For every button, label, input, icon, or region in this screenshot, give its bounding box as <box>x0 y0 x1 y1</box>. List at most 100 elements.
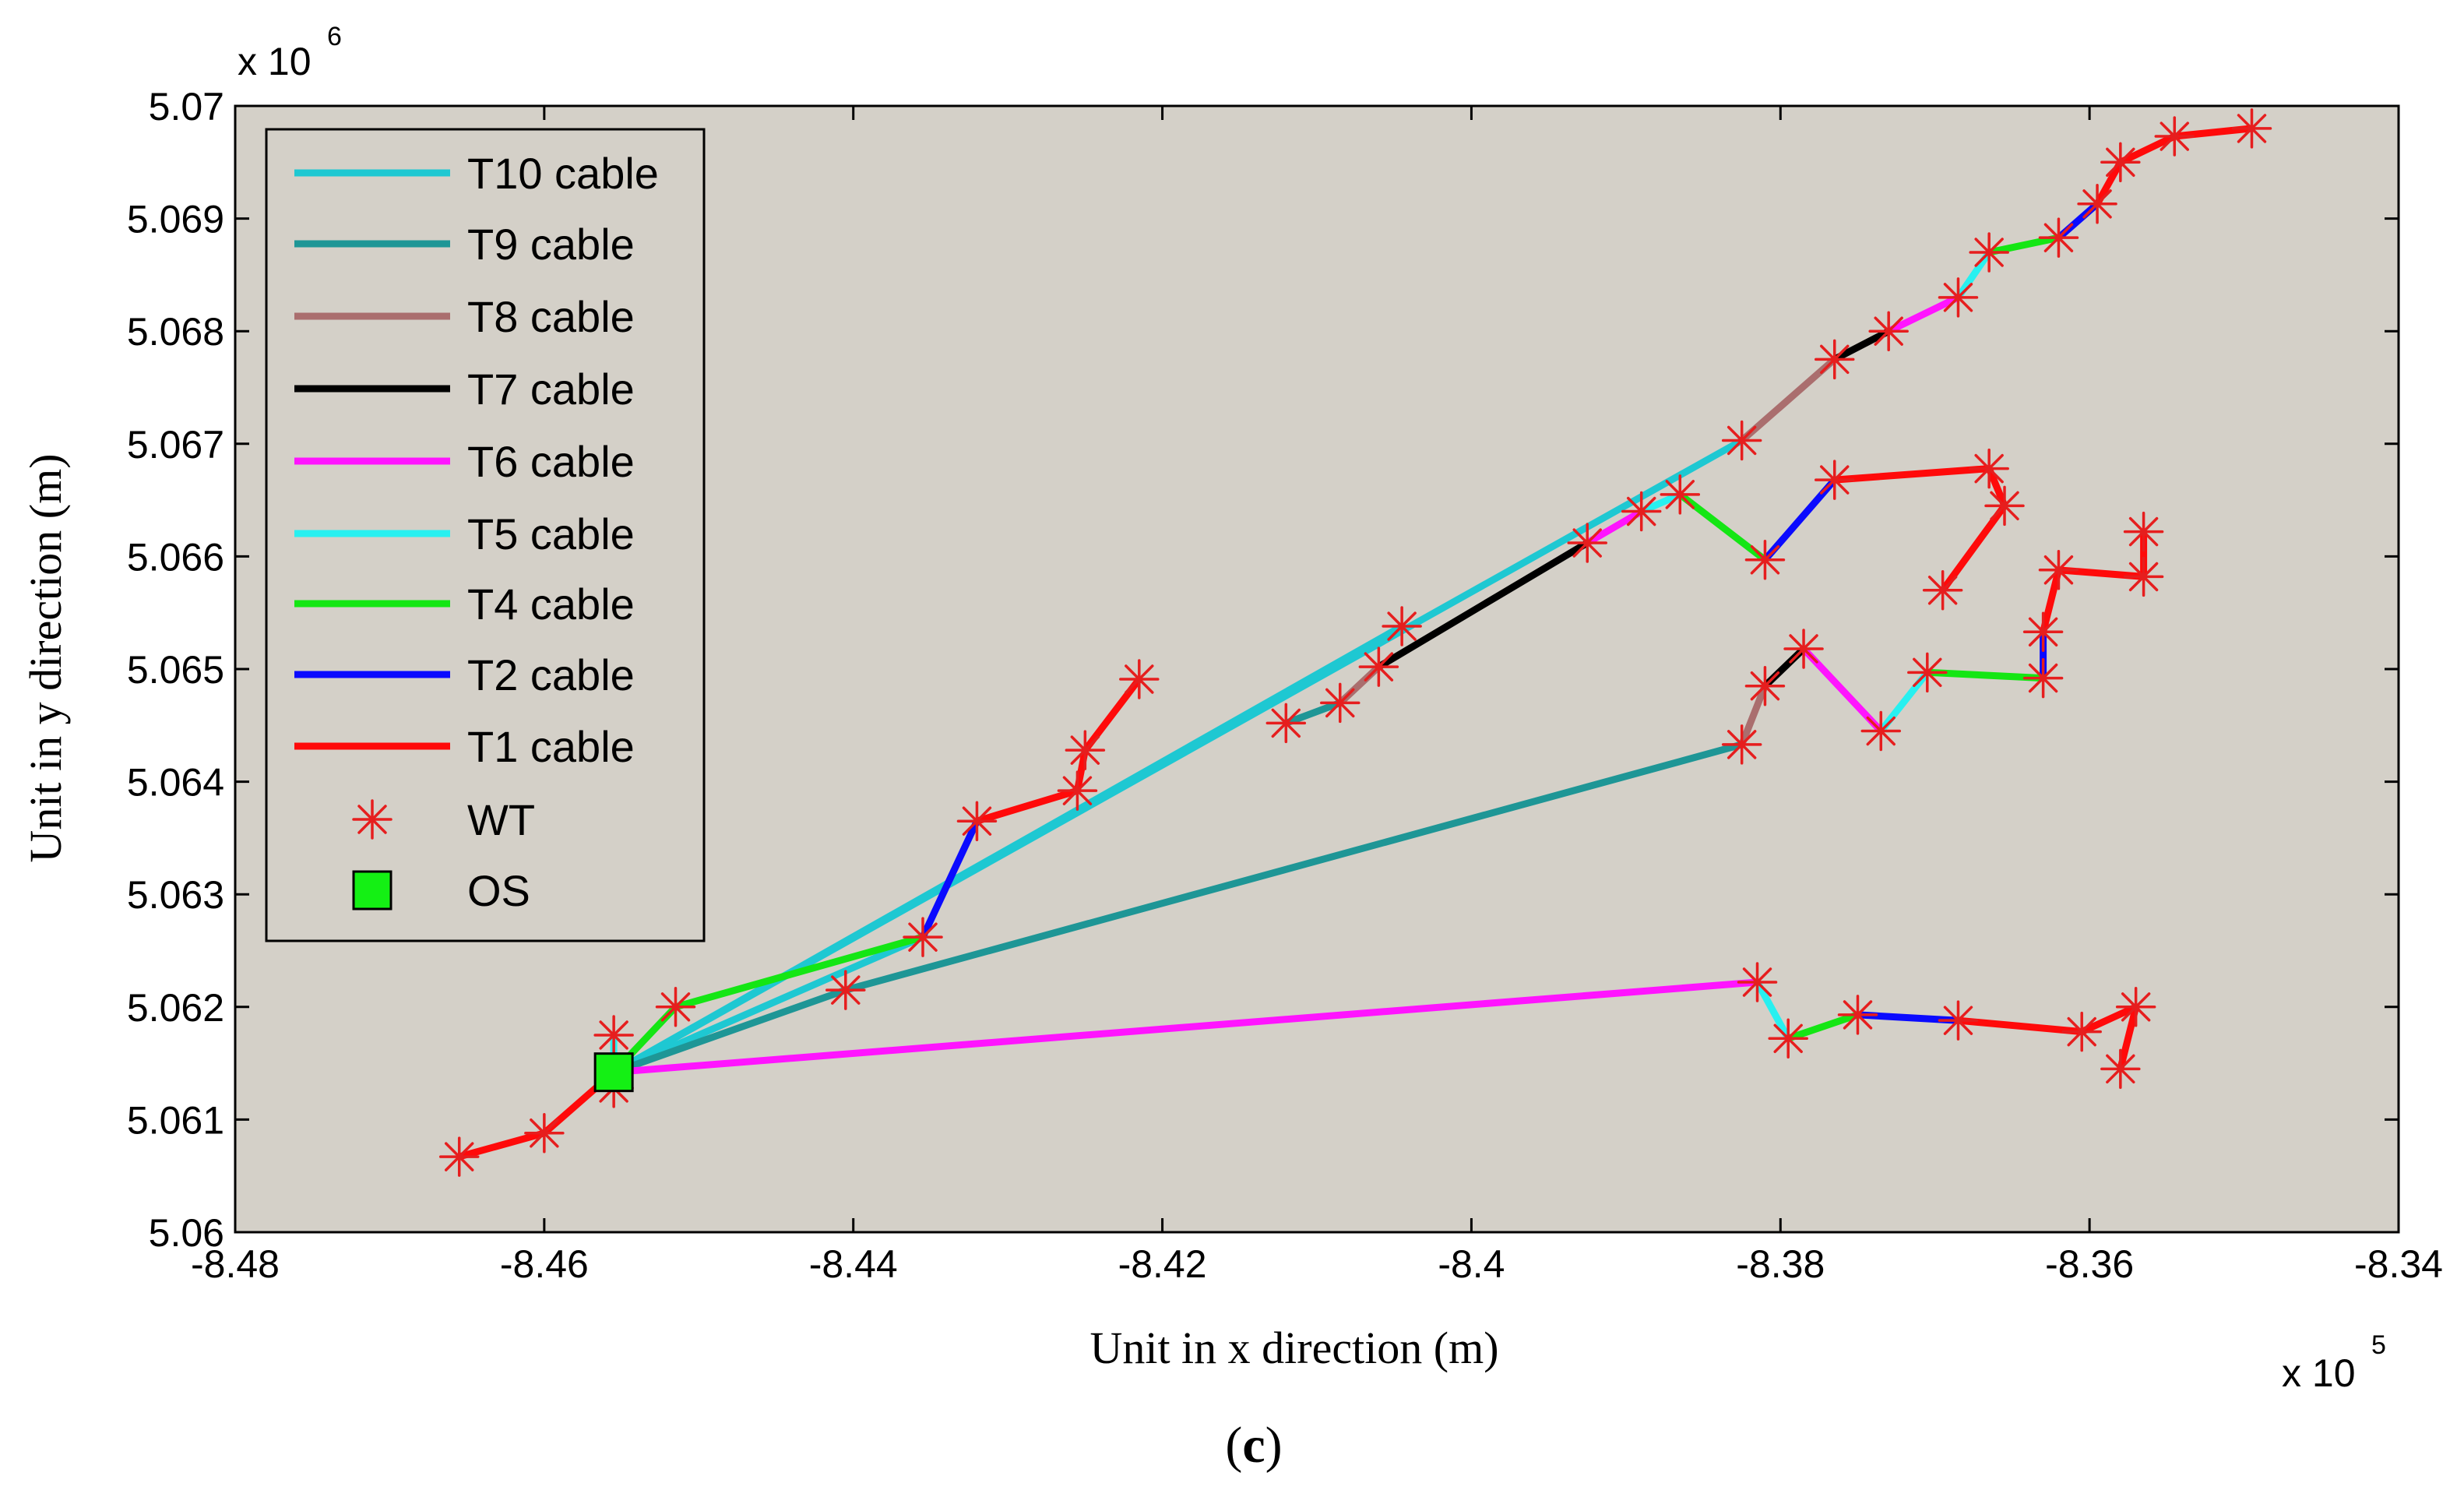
legend-label: T5 cable <box>467 509 635 558</box>
t10-cable-segment-3 <box>610 437 1746 1076</box>
wind-turbine-marker-5 <box>655 987 696 1027</box>
axis-ticks-group: -8.48 -8.46 -8.44 -8.42 -8.4 -8.38 -8.36 -8.34 5… <box>127 85 2443 1286</box>
y-tick-label: 5.062 <box>127 986 224 1030</box>
y-tick-label: 5.065 <box>127 648 224 692</box>
legend-label: OS <box>467 866 530 915</box>
wind-turbine-marker-22 <box>1868 311 1909 351</box>
wind-turbine-marker-12 <box>1265 703 1307 744</box>
legend-entry-t2-cable: T2 cable <box>294 650 635 699</box>
t8-cable-segment-2 <box>1738 682 1769 749</box>
legend: T10 cable T9 cable T8 cable T7 cable T6 cabl… <box>265 128 706 942</box>
wind-turbine-marker-24 <box>1969 232 2009 273</box>
legend-entry-t10-cable: T10 cable <box>294 149 659 198</box>
x-tick-label: -8.38 <box>1736 1242 1825 1286</box>
t8-cable-segment-1 <box>1738 355 1839 444</box>
t10-cable-segment-1 <box>610 933 927 1076</box>
x-tick-label: -8.36 <box>2045 1242 2134 1286</box>
wind-turbine-marker-44 <box>1737 962 1778 1002</box>
legend-label: T9 cable <box>467 220 635 269</box>
wind-turbine-marker-14 <box>1358 646 1399 687</box>
t2-cable-segment-1 <box>919 817 980 941</box>
legend-entry-t9-cable: T9 cable <box>294 220 635 269</box>
wind-turbine-marker-46 <box>1837 995 1878 1035</box>
y-tick-label: 5.07 <box>149 85 224 129</box>
legend-entry-t4-cable: T4 cable <box>294 579 635 629</box>
wind-turbine-marker-13 <box>1320 682 1360 724</box>
legend-square-icon <box>352 870 392 911</box>
figure-caption: (c) <box>1225 1417 1282 1474</box>
wind-turbine-marker-33 <box>1922 570 1963 611</box>
wind-turbine-marker-19 <box>1744 539 1786 580</box>
t4-cable-segment-6 <box>1784 1011 1861 1042</box>
legend-label: T4 cable <box>467 579 635 629</box>
y-tick-label: 5.066 <box>127 535 224 579</box>
wind-turbine-marker-7 <box>903 917 943 957</box>
wind-turbine-marker-16 <box>1567 523 1607 563</box>
wind-turbine-marker-6 <box>825 970 866 1010</box>
t5-cable-series <box>610 248 1993 1076</box>
wind-turbine-marker-9 <box>1057 770 1098 811</box>
wind-turbine-marker-36 <box>1783 629 1824 669</box>
wind-turbine-marker-18 <box>1660 474 1701 515</box>
wind-turbine-marker-48 <box>2061 1011 2102 1052</box>
y-axis-multiplier: x 10 <box>238 40 312 83</box>
t9-cable-segment-2 <box>842 741 1746 994</box>
wind-turbine-marker-1 <box>438 1136 480 1177</box>
wind-turbine-markers-group <box>438 108 2272 1177</box>
t5-cable-segment-4 <box>1877 668 1931 734</box>
wind-turbine-marker-32 <box>1984 485 2025 527</box>
legend-entry-t8-cable: T8 cable <box>294 292 635 341</box>
y-tick-label: 5.064 <box>127 761 224 805</box>
wind-turbine-marker-28 <box>2154 116 2195 157</box>
legend-label: T1 cable <box>467 722 635 771</box>
wind-turbine-marker-20 <box>1721 420 1762 461</box>
t10-cable-series <box>610 437 1746 1076</box>
x-tick-label: -8.48 <box>191 1242 280 1286</box>
wind-turbine-marker-45 <box>1768 1018 1808 1059</box>
wind-turbine-marker-2 <box>524 1113 565 1154</box>
t1-cable-segment-4 <box>2093 125 2255 208</box>
wind-turbine-marker-41 <box>2038 550 2079 590</box>
t1-cable-segment-2 <box>973 675 1143 825</box>
legend-entry-t6-cable: T6 cable <box>294 437 635 486</box>
legend-label: T2 cable <box>467 650 635 699</box>
t9-cable-segment-1 <box>610 986 850 1076</box>
wind-turbine-marker-34 <box>1721 724 1762 765</box>
x-axis-label: Unit in x direction (m) <box>1089 1323 1498 1373</box>
x-tick-label: -8.46 <box>500 1242 589 1286</box>
legend-entry-t5-cable: T5 cable <box>294 509 635 558</box>
t4-cable-segment-4 <box>1985 234 2062 256</box>
t1-cable-segment-5 <box>2040 528 2148 636</box>
wind-turbine-marker-49 <box>2115 987 2156 1027</box>
wind-turbine-marker-42 <box>2123 556 2164 597</box>
t6-cable-segment-1 <box>610 978 1761 1076</box>
wind-turbine-marker-38 <box>1907 652 1948 693</box>
t5-cable-segment-5 <box>1754 978 1792 1042</box>
x-tick-label: -8.42 <box>1118 1242 1207 1286</box>
wind-turbine-marker-4 <box>593 1015 634 1055</box>
wind-turbine-marker-39 <box>2022 657 2064 699</box>
wind-turbine-marker-47 <box>1938 1000 1979 1041</box>
legend-label: T7 cable <box>467 365 635 414</box>
t9-cable-series <box>610 699 1746 1076</box>
y-axis-multiplier-exponent: 6 <box>327 22 342 51</box>
wind-turbine-marker-21 <box>1814 339 1855 380</box>
wind-turbine-marker-43 <box>2123 511 2164 552</box>
y-tick-label: 5.06 <box>149 1211 224 1255</box>
wind-turbine-marker-23 <box>1938 277 1979 318</box>
wind-turbine-marker-29 <box>2231 108 2272 149</box>
t1-cable-segment-3 <box>1831 465 2008 594</box>
wind-turbine-marker-25 <box>2038 217 2079 258</box>
y-tick-label: 5.061 <box>127 1098 224 1142</box>
x-tick-label: -8.44 <box>809 1242 898 1286</box>
x-axis-multiplier: x 10 <box>2282 1351 2356 1395</box>
legend-star-icon <box>352 799 392 840</box>
wind-turbine-marker-40 <box>2022 611 2064 653</box>
wind-turbine-marker-8 <box>956 801 998 841</box>
t4-cable-segment-3 <box>1676 491 1769 564</box>
t6-cable-segment-2 <box>1583 508 1646 547</box>
x-tick-label: -8.34 <box>2354 1242 2443 1286</box>
t1-cable-series <box>456 125 2255 1161</box>
wind-turbine-marker-30 <box>1814 460 1855 500</box>
t5-cable-segment-2 <box>1638 491 1684 516</box>
